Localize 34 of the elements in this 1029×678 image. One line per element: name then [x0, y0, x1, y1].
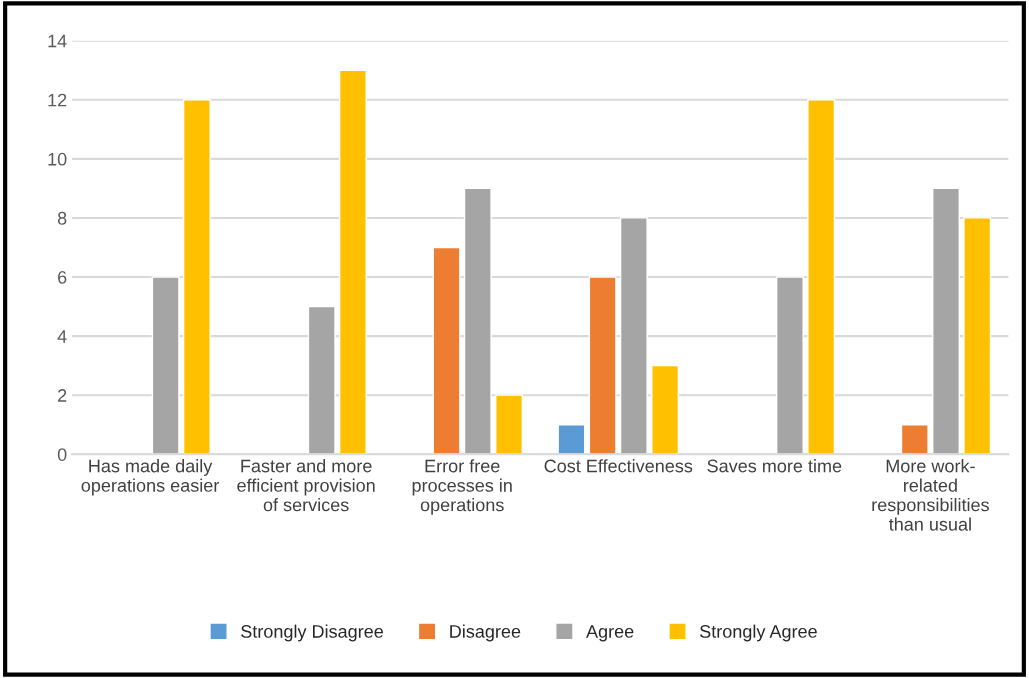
legend-label: Strongly Agree [700, 624, 817, 642]
x-tick-label: Error free processes in operations [412, 459, 512, 515]
bar [651, 364, 680, 455]
x-tick-label: Cost Effectiveness [544, 459, 693, 473]
y-tick-label: 2 [58, 389, 67, 402]
bar [900, 424, 929, 455]
y-tick-label: 8 [57, 211, 67, 225]
y-tick-label: 12 [48, 93, 67, 107]
x-tick-label: Saves more time [707, 459, 842, 473]
bar [557, 424, 586, 455]
bar [495, 394, 523, 455]
bar [432, 246, 461, 455]
y-tick-label: 4 [57, 330, 67, 343]
legend-label: Disagree [450, 624, 521, 642]
y-tick-label: 0 [57, 448, 67, 461]
y-tick-label: 6 [58, 270, 67, 284]
legend-label: Agree [586, 625, 634, 642]
bar [338, 69, 367, 455]
y-tick-label: 10 [48, 152, 67, 166]
bar [619, 217, 648, 455]
bar [807, 99, 836, 455]
bar [307, 305, 336, 455]
x-tick-label: Faster and more efficient provision of services [237, 459, 375, 512]
bar [588, 276, 617, 455]
x-tick-label: More work- related responsibilities than usual [872, 459, 989, 531]
bar [151, 276, 180, 455]
y-tick-label: 14 [48, 34, 67, 48]
bar [932, 187, 960, 455]
bar [775, 276, 804, 455]
bar [182, 99, 211, 455]
x-tick-label: Has made daily operations easier [81, 459, 220, 496]
bar [463, 187, 492, 455]
legend-label: Strongly Disagree [241, 624, 383, 642]
bar [963, 217, 992, 455]
